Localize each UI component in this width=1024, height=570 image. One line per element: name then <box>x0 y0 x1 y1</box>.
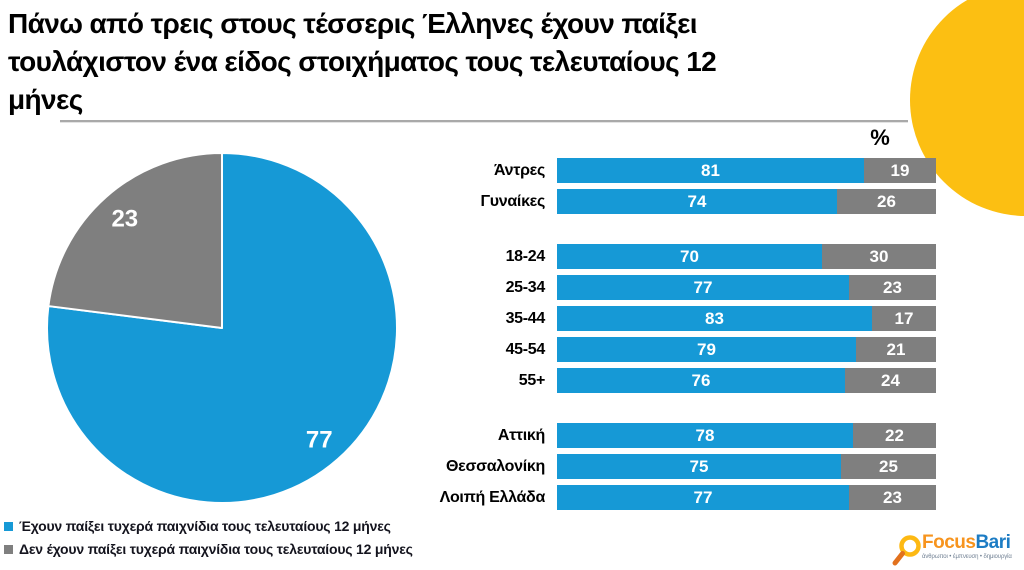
logo-word-focus: Focus <box>922 532 976 553</box>
bar-row: Λοιπή Ελλάδα 77 23 <box>0 485 936 510</box>
segment-played: 77 <box>557 275 849 300</box>
bar-row: Γυναίκες 74 26 <box>0 189 936 214</box>
category-label: 35-44 <box>505 310 546 327</box>
bar-group: Άντρες 81 19 Γυναίκες 74 26 <box>0 158 936 214</box>
category-label: 18-24 <box>505 248 546 265</box>
segment-not-played: 23 <box>849 485 936 510</box>
logo-wordmark: FocusBari <box>922 533 1012 553</box>
bar-track: 79 21 <box>557 337 936 362</box>
focusbari-logo: FocusBari άνθρωποι • έμπνευση • δημιουργ… <box>890 533 1020 568</box>
bar-row: Θεσσαλονίκη 75 25 <box>0 454 936 479</box>
legend-swatch-not-played <box>4 544 13 554</box>
bar-row: Άντρες 81 19 <box>0 158 936 183</box>
bar-track: 76 24 <box>557 368 936 393</box>
bar-row: 18-24 70 30 <box>0 244 936 269</box>
pie-value-label: 23 <box>111 206 138 233</box>
category-label: 25-34 <box>505 279 546 296</box>
bar-row: 55+ 76 24 <box>0 368 936 393</box>
segment-played: 75 <box>557 454 841 479</box>
bar-track: 78 22 <box>557 423 936 448</box>
pie-value-label: 77 <box>306 426 333 453</box>
bar-track: 77 23 <box>557 275 936 300</box>
magnifier-icon <box>892 535 921 566</box>
bar-row: 45-54 79 21 <box>0 337 936 362</box>
category-label: Άντρες <box>493 162 545 179</box>
legend-item-played: Έχουν παίξει τυχερά παιχνίδια τους τελευ… <box>4 518 413 534</box>
segment-played: 74 <box>557 189 837 214</box>
segment-played: 79 <box>557 337 856 362</box>
category-label: Θεσσαλονίκη <box>446 458 545 475</box>
logo-text-column: FocusBari άνθρωποι • έμπνευση • δημιουργ… <box>922 533 1012 561</box>
segment-not-played: 24 <box>845 368 936 393</box>
page-title: Πάνω από τρεις στους τέσσερις Έλληνες έχ… <box>8 5 908 119</box>
title-divider <box>60 120 908 123</box>
bar-track: 75 25 <box>557 454 936 479</box>
segment-not-played: 30 <box>822 244 936 269</box>
bar-row: Αττική 78 22 <box>0 423 936 448</box>
category-label: Λοιπή Ελλάδα <box>439 489 546 506</box>
segment-played: 70 <box>557 244 822 269</box>
page-title-line-3: μήνες <box>8 84 83 115</box>
bar-track: 77 23 <box>557 485 936 510</box>
bar-track: 83 17 <box>557 306 936 331</box>
segment-not-played: 21 <box>856 337 936 362</box>
segment-played: 77 <box>557 485 849 510</box>
bar-group: Αττική 78 22 Θεσσαλονίκη 75 25 Λοιπή Ελλάδα 77 2… <box>0 423 936 510</box>
bar-group: 18-24 70 30 25-34 77 23 35-44 83 17 45-54 79 21 55+ 7… <box>0 244 936 393</box>
logo-word-bari: Bari <box>975 532 1011 553</box>
legend-item-not-played: Δεν έχουν παίξει τυχερά παιχνίδια τους τ… <box>4 541 413 557</box>
bar-row: 25-34 77 23 <box>0 275 936 300</box>
category-label: 55+ <box>518 372 546 389</box>
category-label: 45-54 <box>505 341 546 358</box>
segment-not-played: 23 <box>849 275 936 300</box>
page-title-line-1: Πάνω από τρεις στους τέσσερις Έλληνες έχ… <box>8 8 698 39</box>
category-label: Γυναίκες <box>480 193 545 210</box>
segment-played: 78 <box>557 423 853 448</box>
segment-played: 83 <box>557 306 872 331</box>
pie-chart: 77 23 <box>46 152 398 504</box>
segment-played: 81 <box>557 158 864 183</box>
bar-track: 74 26 <box>557 189 936 214</box>
page-title-line-2: τουλάχιστον ένα είδος στοιχήματος τους τ… <box>8 46 717 77</box>
segment-not-played: 17 <box>872 306 936 331</box>
legend: Έχουν παίξει τυχερά παιχνίδια τους τελευ… <box>4 518 413 564</box>
bar-track: 70 30 <box>557 244 936 269</box>
bar-track: 81 19 <box>557 158 936 183</box>
segment-not-played: 22 <box>853 423 936 448</box>
percent-axis-label: % <box>870 125 890 150</box>
segment-played: 76 <box>557 368 845 393</box>
legend-label-played: Έχουν παίξει τυχερά παιχνίδια τους τελευ… <box>19 518 391 534</box>
category-label: Αττική <box>497 427 545 444</box>
legend-label-not-played: Δεν έχουν παίξει τυχερά παιχνίδια τους τ… <box>19 541 413 557</box>
logo-tagline: άνθρωποι • έμπνευση • δημιουργία <box>922 554 1012 560</box>
segment-not-played: 26 <box>837 189 936 214</box>
legend-swatch-played <box>4 521 13 531</box>
segment-not-played: 25 <box>841 454 936 479</box>
stacked-bar-chart: Άντρες 81 19 Γυναίκες 74 26 18-24 70 30 25-34 77 23… <box>0 158 936 540</box>
segment-not-played: 19 <box>864 158 936 183</box>
pie-slice-not-played <box>47 152 223 329</box>
bar-row: 35-44 83 17 <box>0 306 936 331</box>
